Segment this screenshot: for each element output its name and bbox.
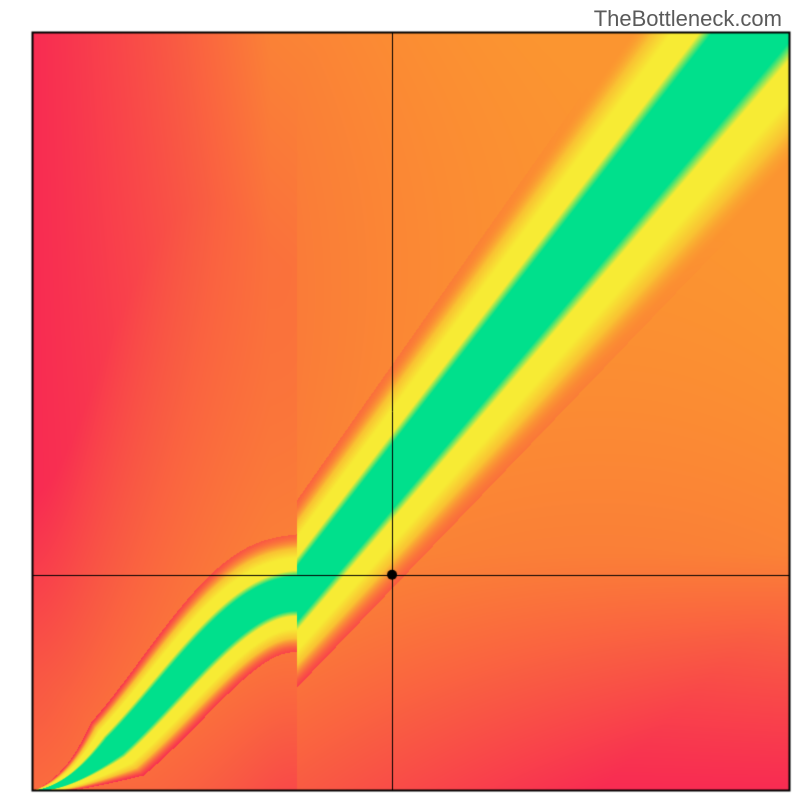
heatmap-canvas — [0, 0, 800, 800]
watermark-text: TheBottleneck.com — [594, 6, 782, 32]
chart-container: TheBottleneck.com — [0, 0, 800, 800]
